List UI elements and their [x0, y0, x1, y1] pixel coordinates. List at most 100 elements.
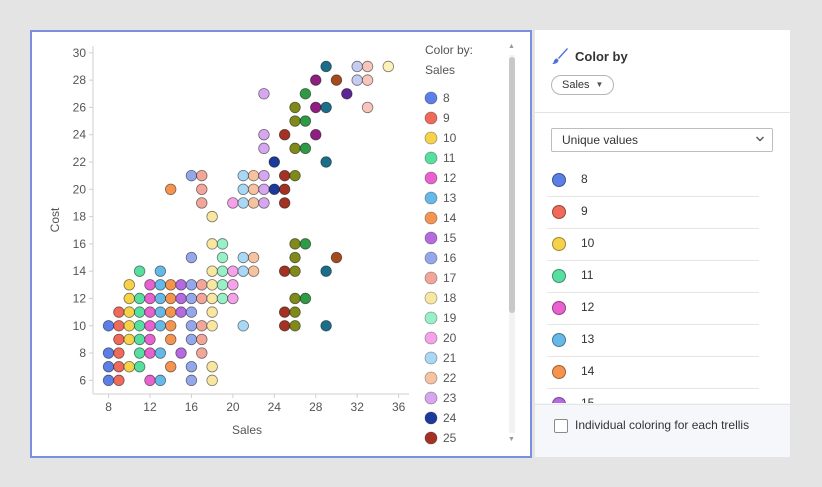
color-value-row[interactable]: 11 [547, 261, 759, 293]
data-point-sales-19[interactable] [216, 279, 229, 291]
data-point-sales-16[interactable] [185, 333, 198, 346]
y-axis-title[interactable]: Cost [48, 207, 62, 232]
x-axis-title[interactable]: Sales [232, 423, 262, 437]
legend-label[interactable]: 10 [443, 131, 457, 145]
individual-coloring-checkbox[interactable] [554, 419, 568, 433]
data-point-sales-14[interactable] [165, 292, 177, 305]
data-point-sales-25[interactable] [278, 306, 291, 318]
data-point-sales-16[interactable] [185, 306, 198, 318]
data-point-sales-30[interactable] [330, 251, 343, 264]
data-point-sales-13[interactable] [154, 320, 167, 332]
data-point-sales-14[interactable] [165, 183, 177, 195]
data-point-sales-25[interactable] [278, 197, 291, 209]
data-point-sales-16[interactable] [185, 320, 198, 332]
data-point-sales-24[interactable] [268, 183, 281, 195]
data-point-sales-8[interactable] [102, 374, 115, 387]
data-point-sales-16[interactable] [185, 251, 198, 264]
data-point-sales-16[interactable] [185, 374, 198, 387]
data-point-sales-35[interactable] [382, 60, 394, 73]
data-point-sales-18[interactable] [206, 238, 218, 250]
data-point-sales-23[interactable] [258, 197, 270, 209]
legend-label[interactable]: 20 [443, 331, 457, 345]
data-point-sales-21[interactable] [237, 251, 249, 264]
legend-label[interactable]: 15 [443, 231, 457, 245]
data-point-sales-29[interactable] [320, 265, 332, 277]
data-point-sales-29[interactable] [320, 320, 332, 332]
scrollbar-thumb[interactable] [509, 57, 515, 313]
legend-label[interactable]: 22 [443, 371, 457, 385]
color-swatch[interactable] [552, 269, 566, 283]
data-point-sales-11[interactable] [133, 306, 146, 318]
data-point-sales-26[interactable] [289, 101, 301, 114]
legend-swatch[interactable] [424, 251, 438, 265]
data-point-sales-20[interactable] [227, 265, 239, 277]
data-point-sales-14[interactable] [165, 306, 177, 318]
data-point-sales-27[interactable] [299, 238, 312, 250]
legend-label[interactable]: 9 [443, 111, 450, 125]
scatter-plot-visualization[interactable]: 6 8 10 12 14 16 18 20 22 24 26 28 30 8 12 16 20 24 28 32 36 S… [30, 30, 532, 458]
data-point-sales-27[interactable] [299, 292, 312, 305]
data-point-sales-14[interactable] [165, 333, 177, 346]
legend-swatch[interactable] [424, 131, 438, 145]
data-point-sales-10[interactable] [123, 361, 135, 373]
data-point-sales-23[interactable] [258, 142, 270, 155]
data-point-sales-14[interactable] [165, 320, 177, 332]
data-point-sales-20[interactable] [227, 197, 239, 209]
data-point-sales-16[interactable] [185, 279, 198, 291]
data-point-sales-16[interactable] [185, 361, 198, 373]
data-point-sales-11[interactable] [133, 333, 146, 346]
legend-label[interactable]: 14 [443, 211, 457, 225]
data-point-sales-17[interactable] [196, 347, 208, 359]
data-point-sales-14[interactable] [165, 361, 177, 373]
legend-label[interactable]: 12 [443, 171, 457, 185]
data-point-sales-13[interactable] [154, 279, 167, 291]
data-point-sales-26[interactable] [289, 306, 301, 318]
color-by-column-selector[interactable]: Sales ▼ [551, 75, 615, 95]
legend-label[interactable]: 24 [443, 411, 457, 425]
color-value-row[interactable]: 15 [547, 389, 759, 403]
scroll-down-icon[interactable]: ▼ [508, 436, 515, 443]
legend-label[interactable]: 18 [443, 291, 457, 305]
data-point-sales-23[interactable] [258, 129, 270, 141]
legend-label[interactable]: 8 [443, 91, 450, 105]
data-point-sales-27[interactable] [299, 115, 312, 127]
data-point-sales-25[interactable] [278, 129, 291, 141]
data-point-sales-27[interactable] [299, 142, 312, 155]
data-point-sales-27[interactable] [299, 88, 312, 100]
data-point-sales-9[interactable] [113, 306, 125, 318]
data-point-sales-18[interactable] [206, 320, 218, 332]
data-point-sales-22[interactable] [247, 197, 260, 209]
data-point-sales-9[interactable] [113, 320, 125, 332]
data-point-sales-13[interactable] [154, 292, 167, 305]
data-point-sales-10[interactable] [123, 279, 135, 291]
data-point-sales-11[interactable] [133, 292, 146, 305]
data-point-sales-8[interactable] [102, 361, 115, 373]
legend-label[interactable]: 17 [443, 271, 457, 285]
data-point-sales-19[interactable] [216, 238, 229, 250]
data-point-sales-17[interactable] [196, 279, 208, 291]
data-point-sales-18[interactable] [206, 279, 218, 291]
color-mode-dropdown[interactable]: Unique values [551, 128, 773, 152]
scatter-plot[interactable]: 6 8 10 12 14 16 18 20 22 24 26 28 30 8 12 16 20 24 28 32 36 S… [32, 32, 530, 456]
data-point-sales-33[interactable] [361, 60, 374, 73]
legend-swatch[interactable] [424, 391, 438, 405]
data-point-sales-13[interactable] [154, 306, 167, 318]
data-point-sales-19[interactable] [216, 265, 229, 277]
data-point-sales-26[interactable] [289, 251, 301, 264]
scroll-up-icon[interactable]: ▲ [508, 43, 515, 50]
data-point-sales-15[interactable] [175, 306, 187, 318]
legend-label[interactable]: 11 [443, 151, 456, 165]
legend-label[interactable]: 16 [443, 251, 457, 265]
data-point-sales-26[interactable] [289, 320, 301, 332]
color-swatch[interactable] [552, 301, 566, 315]
legend-label[interactable]: 21 [443, 351, 457, 365]
data-point-sales-9[interactable] [113, 347, 125, 359]
data-point-sales-26[interactable] [289, 142, 301, 155]
data-point-sales-26[interactable] [289, 169, 301, 182]
data-point-sales-33[interactable] [361, 101, 374, 114]
legend-swatch[interactable] [424, 191, 438, 205]
data-point-sales-29[interactable] [320, 101, 332, 114]
color-swatch[interactable] [552, 237, 566, 251]
color-value-row[interactable]: 10 [547, 229, 759, 261]
data-point-sales-32[interactable] [351, 74, 363, 86]
